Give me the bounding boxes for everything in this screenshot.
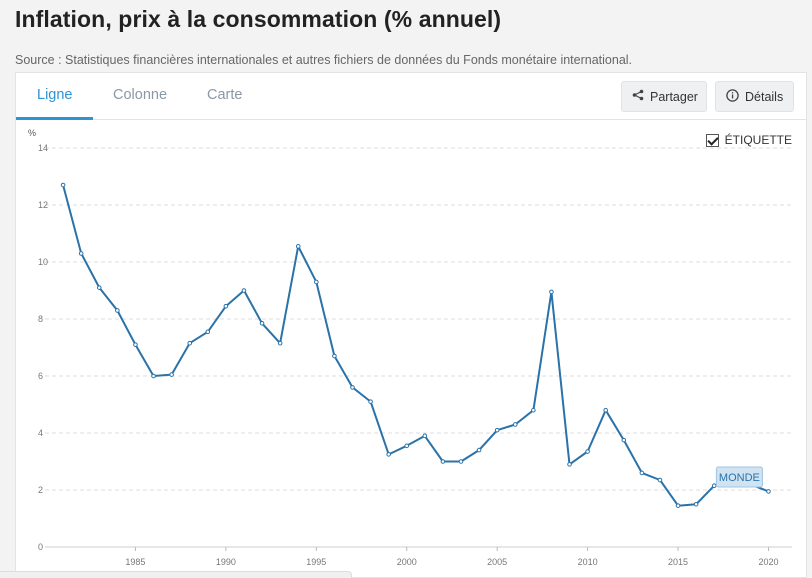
- data-point: [205, 329, 211, 335]
- label-checkbox[interactable]: [705, 133, 719, 147]
- data-point: [187, 340, 192, 346]
- y-axis-unit: %: [28, 128, 36, 138]
- x-tick-label: 2015: [668, 557, 688, 567]
- data-point: [115, 308, 120, 313]
- details-button[interactable]: Détails: [715, 81, 794, 112]
- data-point: [350, 385, 355, 390]
- tab-ligne[interactable]: Ligne: [37, 87, 73, 103]
- data-point: [241, 288, 247, 293]
- x-tick-label: 2005: [487, 557, 507, 567]
- data-point: [422, 433, 428, 439]
- data-point: [314, 279, 319, 285]
- source-note: Source : Statistiques financières intern…: [15, 53, 633, 67]
- y-tick-label: 2: [38, 485, 43, 495]
- data-point: [223, 303, 229, 309]
- share-button[interactable]: Partager: [621, 81, 707, 112]
- horizontal-scrollbar[interactable]: [0, 571, 352, 578]
- info-icon: [726, 88, 739, 105]
- data-point: [494, 427, 500, 433]
- x-tick-label: 2010: [578, 557, 598, 567]
- page-title: Inflation, prix à la consommation (% ann…: [15, 6, 502, 32]
- data-point: [531, 407, 536, 413]
- data-point: [277, 340, 283, 346]
- series-line-monde: [62, 184, 769, 507]
- x-tick-label: 2020: [758, 557, 778, 567]
- data-point: [675, 503, 681, 508]
- data-point: [567, 462, 572, 467]
- x-tick-label: 1995: [306, 557, 326, 567]
- y-tick-label: 8: [38, 314, 43, 324]
- data-point: [133, 342, 138, 347]
- data-point: [96, 285, 102, 290]
- data-point: [693, 501, 699, 507]
- data-point: [585, 449, 590, 454]
- data-point: [386, 452, 391, 457]
- data-point: [151, 373, 156, 379]
- data-point: [404, 443, 410, 449]
- data-point: [549, 289, 554, 295]
- active-tab-indicator: [16, 117, 93, 120]
- data-point: [368, 399, 373, 404]
- data-point: [657, 477, 663, 483]
- x-tick-label: 1990: [216, 557, 236, 567]
- data-point: [78, 251, 84, 256]
- tab-colonne[interactable]: Colonne: [113, 87, 168, 103]
- data-point: [512, 422, 518, 427]
- tab-bar: Ligne Colonne Carte Partager: [16, 73, 806, 120]
- data-point: [603, 407, 609, 413]
- data-point: [295, 244, 301, 249]
- data-point: [332, 353, 337, 359]
- data-point: [60, 182, 66, 188]
- share-label: Partager: [650, 89, 698, 104]
- series-label: MONDE: [719, 472, 760, 484]
- x-tick-label: 1985: [125, 557, 145, 567]
- y-tick-label: 6: [38, 371, 43, 381]
- x-tick-label: 2000: [397, 557, 417, 567]
- data-point: [766, 489, 771, 494]
- data-point: [639, 470, 645, 476]
- tab-carte[interactable]: Carte: [207, 87, 243, 103]
- data-point: [259, 320, 265, 326]
- series-label-box: [715, 466, 763, 488]
- y-tick-label: 14: [38, 143, 48, 153]
- data-point: [458, 459, 464, 464]
- data-point: [621, 437, 627, 443]
- data-point: [711, 483, 717, 489]
- chart-card: Ligne Colonne Carte Partager: [15, 72, 807, 578]
- label-toggle[interactable]: ÉTIQUETTE: [705, 133, 792, 147]
- details-label: Détails: [745, 89, 784, 104]
- y-tick-label: 4: [38, 428, 43, 438]
- data-point: [440, 459, 446, 464]
- y-tick-label: 12: [38, 200, 48, 210]
- y-tick-label: 10: [38, 257, 48, 267]
- label-toggle-text: ÉTIQUETTE: [724, 133, 792, 147]
- share-icon: [632, 89, 644, 104]
- data-point: [169, 372, 174, 377]
- y-tick-label: 0: [38, 542, 43, 552]
- data-point: [476, 447, 482, 453]
